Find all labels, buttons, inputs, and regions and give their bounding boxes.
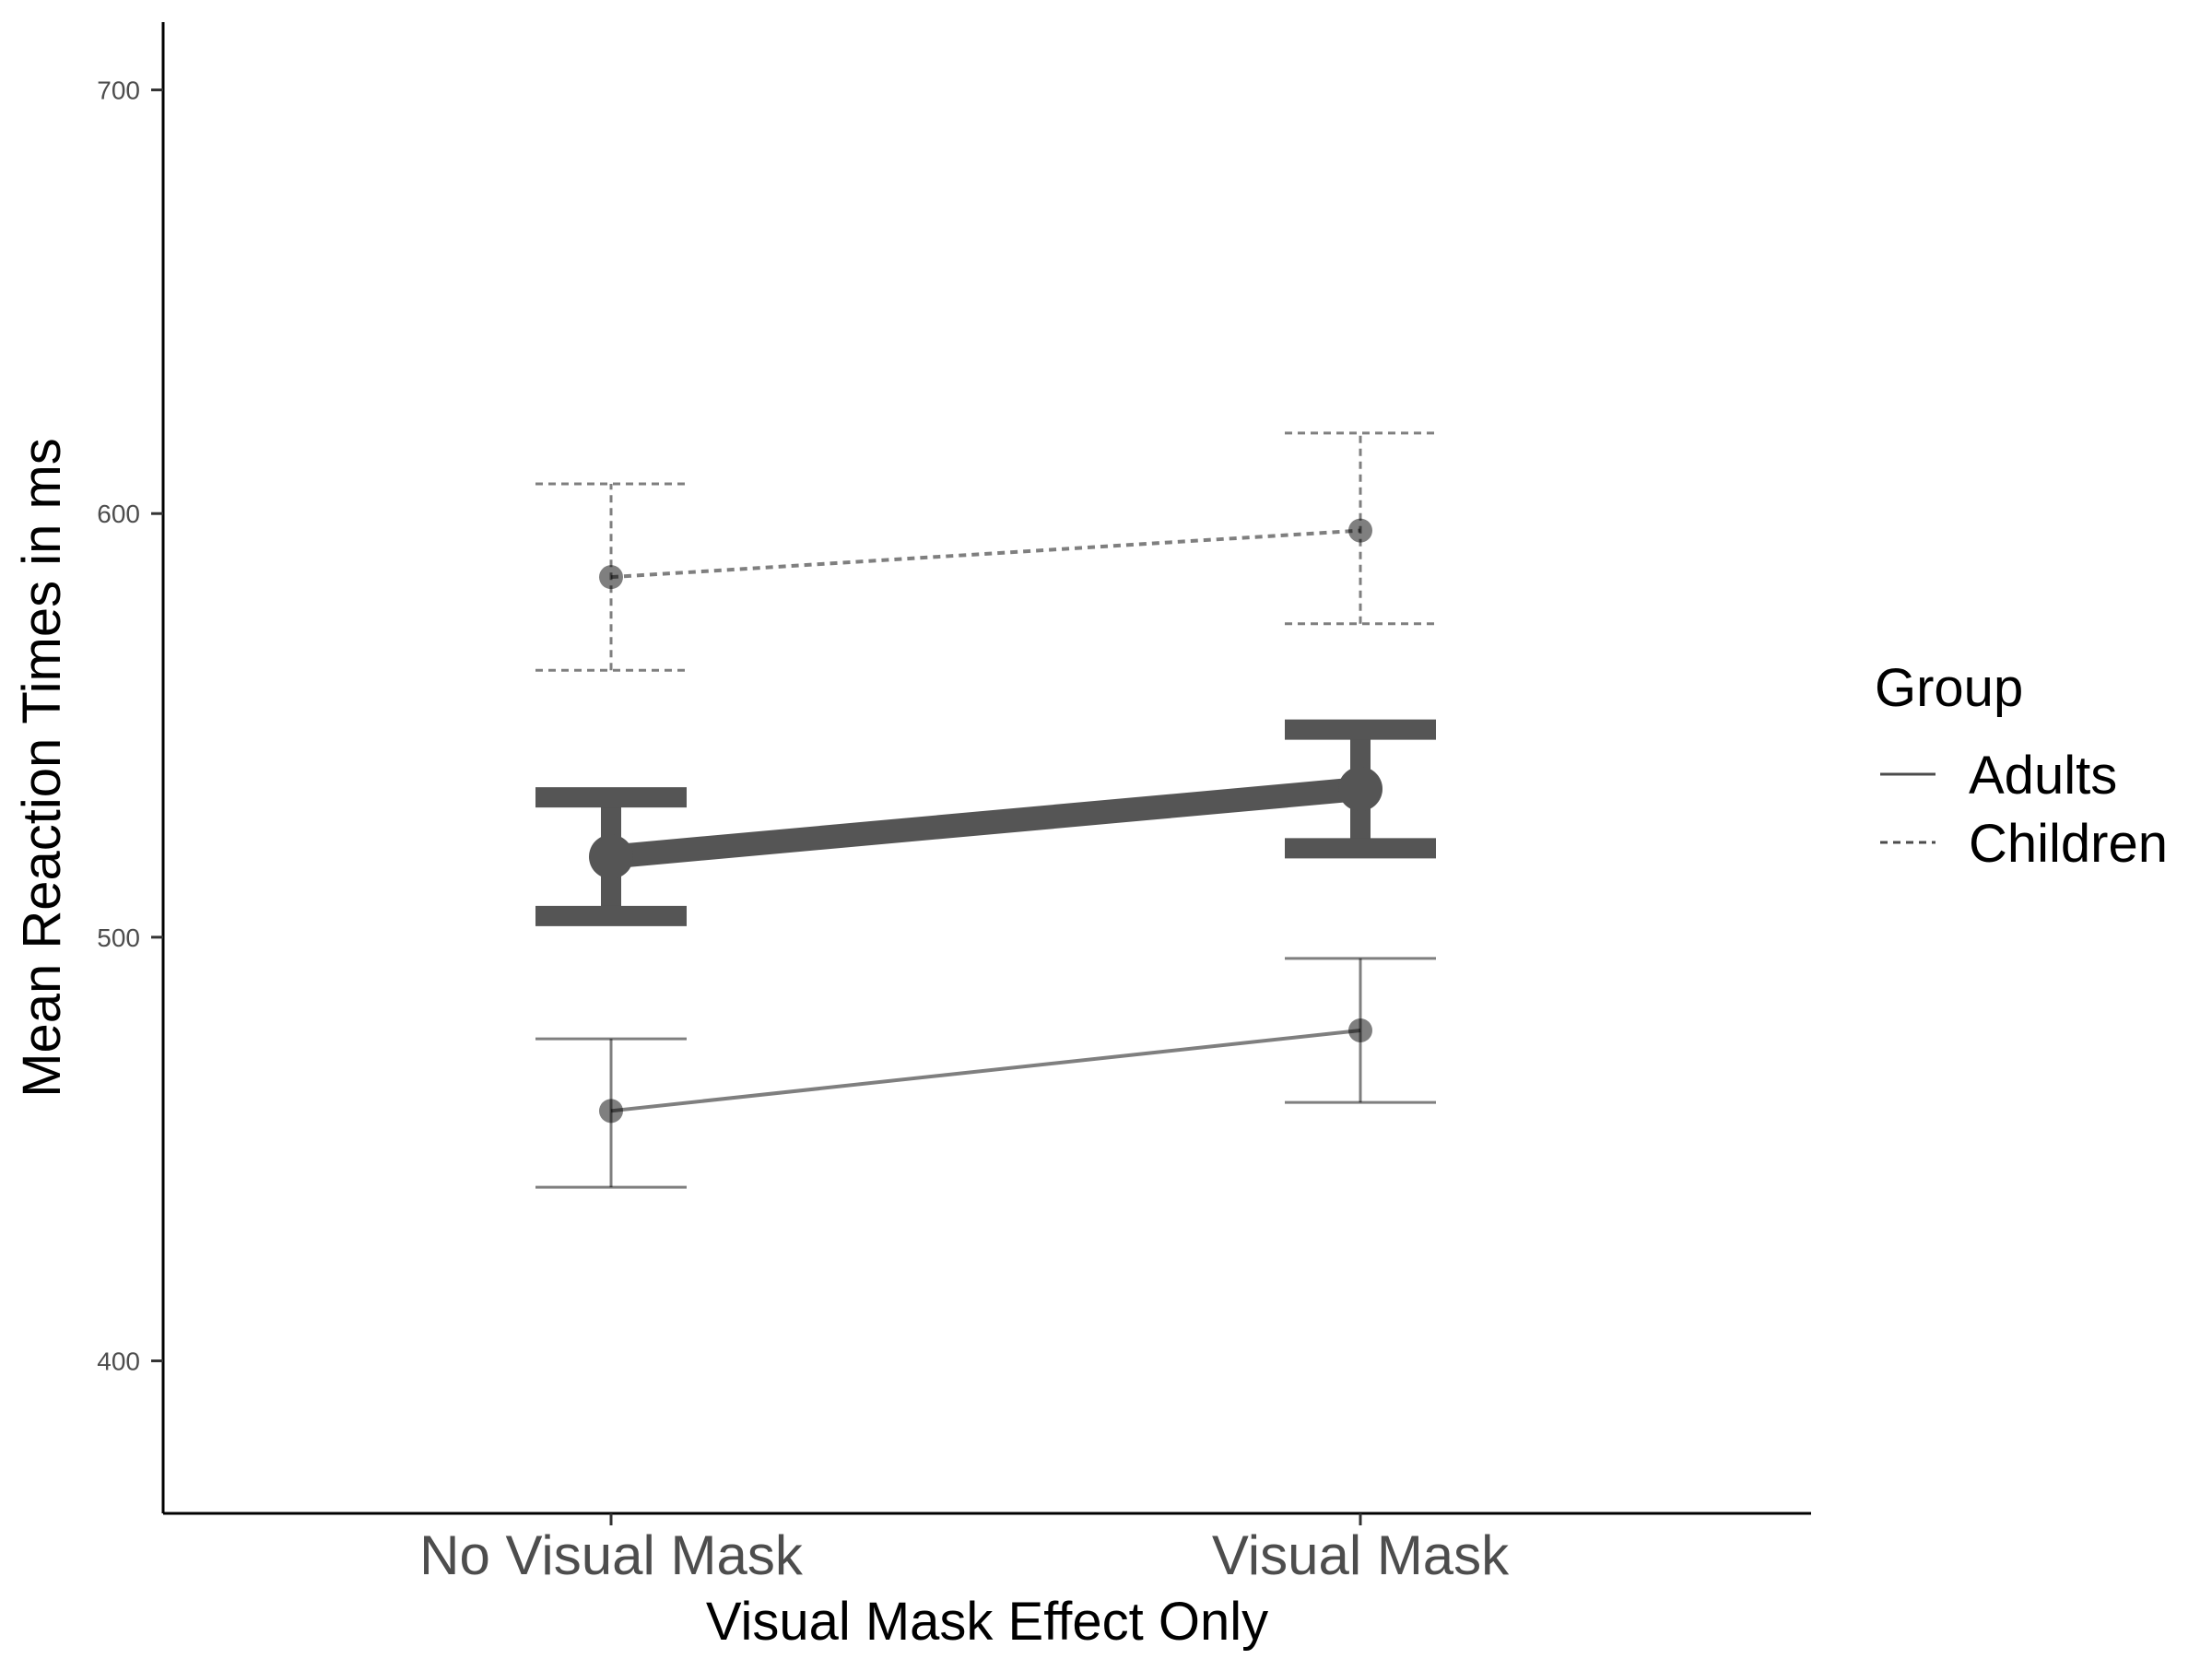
legend: Group Adults Children — [1875, 658, 2168, 874]
y-tick-label: 400 — [97, 1347, 140, 1376]
legend-label-children: Children — [1969, 814, 2168, 874]
axes — [161, 22, 1811, 1515]
legend-title: Group — [1875, 658, 2023, 718]
data-point — [1338, 766, 1382, 811]
y-tick-label: 500 — [97, 924, 140, 952]
data-point — [1348, 518, 1372, 543]
data-point — [599, 1099, 623, 1124]
y-axis-title: Mean Reaction Times in ms — [12, 438, 72, 1098]
series-group — [535, 431, 1436, 672]
series-line — [610, 528, 1361, 580]
y-tick-label: 600 — [97, 500, 140, 528]
data-point — [599, 565, 623, 590]
x-axis-title: Visual Mask Effect Only — [706, 1592, 1268, 1652]
x-ticks: No Visual Mask Visual Mask — [419, 1513, 1510, 1586]
plot-series — [535, 431, 1436, 1189]
y-ticks: 400 500 600 700 — [97, 76, 163, 1376]
data-point — [1348, 1018, 1372, 1042]
series-group — [535, 719, 1436, 926]
data-point — [589, 834, 633, 879]
series-line — [609, 777, 1362, 869]
series-group — [535, 957, 1436, 1189]
series-line — [610, 1029, 1361, 1113]
y-tick-label: 700 — [97, 76, 140, 105]
legend-label-adults: Adults — [1969, 746, 2117, 806]
x-tick-label: Visual Mask — [1212, 1524, 1510, 1586]
x-tick-label: No Visual Mask — [419, 1524, 804, 1586]
